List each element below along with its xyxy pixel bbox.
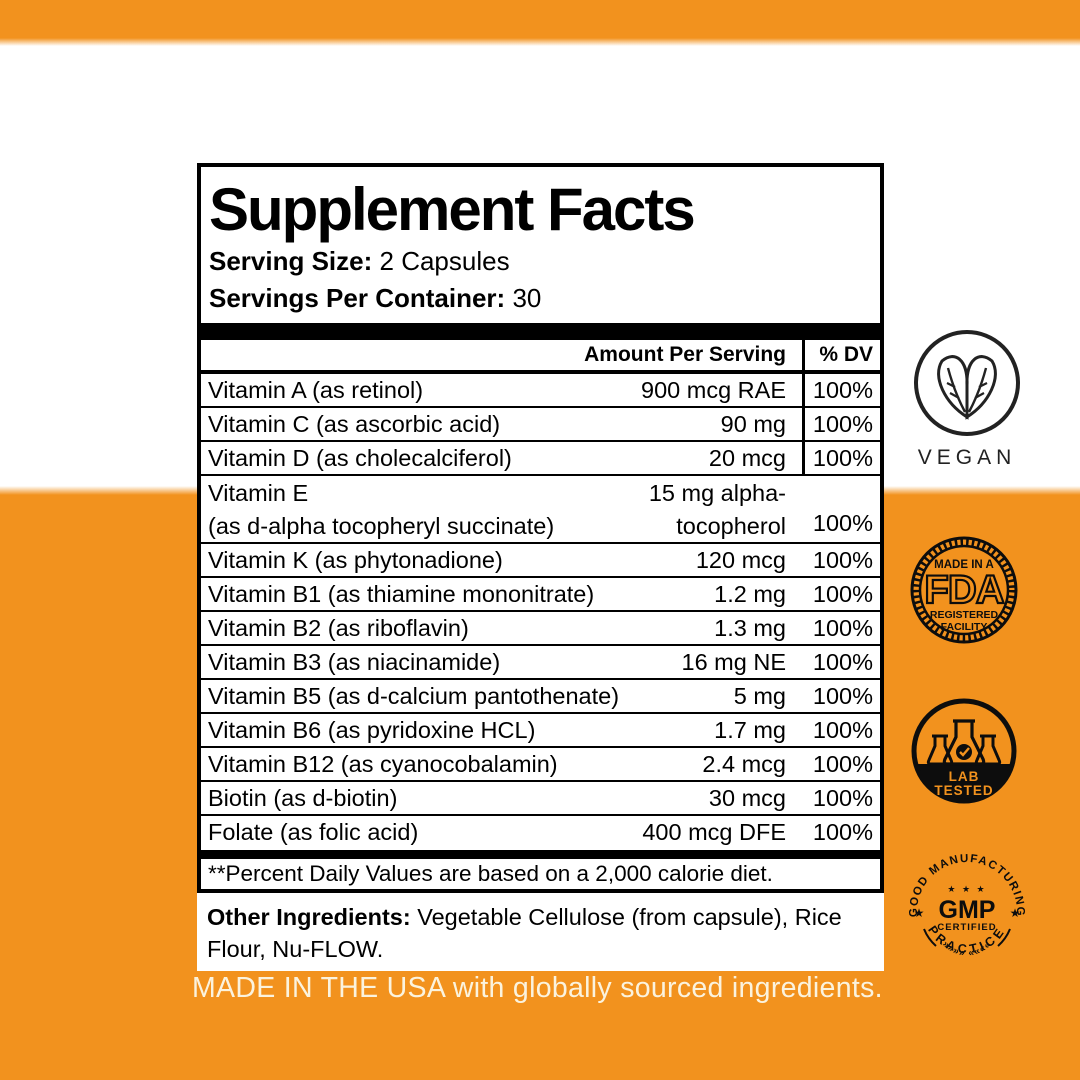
gmp-laurel-chevrons: »»»» ««««: [940, 939, 993, 959]
nutrient-name: Vitamin B6 (as pyridoxine HCL): [208, 717, 536, 743]
nutrient-amount: 900 mcg RAE: [641, 377, 786, 403]
nutrient-name: Vitamin K (as phytonadione): [208, 547, 503, 573]
gmp-stars-row: ★ ★ ★: [947, 884, 986, 894]
serving-size-line: Serving Size: 2 Capsules: [201, 243, 880, 280]
supplement-facts-panel: Supplement Facts Serving Size: 2 Capsule…: [197, 163, 884, 971]
table-row: Vitamin B12 (as cyanocobalamin) 2.4 mcg 1…: [201, 748, 880, 782]
nutrient-dv: 100%: [812, 581, 873, 607]
table-row: Folate (as folic acid) 400 mcg DFE 100%: [201, 816, 880, 850]
nutrient-amount: 1.3 mg: [714, 615, 786, 641]
servings-per-container-line: Servings Per Container: 30: [201, 280, 880, 317]
gmp-seal-icon: GOOD MANUFACTURING PRACTICE ★ ★ ★ ★ ★ GM…: [908, 853, 1025, 959]
nutrient-name: Vitamin B12 (as cyanocobalamin): [208, 751, 558, 777]
serving-size-label: Serving Size:: [209, 246, 373, 276]
nutrient-amount: 30 mcg: [708, 785, 786, 811]
tested-label: TESTED: [934, 783, 993, 798]
table-row: Vitamin B3 (as niacinamide) 16 mg NE 100%: [201, 646, 880, 680]
nutrient-name: Vitamin B2 (as riboflavin): [208, 615, 469, 641]
made-in-usa-caption: MADE IN THE USA with globally sourced in…: [192, 972, 883, 1004]
nutrient-name: Vitamin B1 (as thiamine mononitrate): [208, 581, 595, 607]
nutrient-name: Folate (as folic acid): [208, 819, 419, 845]
nutrient-name: Vitamin C (as ascorbic acid): [208, 411, 501, 437]
nutrient-name: Vitamin B5 (as d-calcium pantothenate): [208, 683, 620, 709]
other-ingredients-label: Other Ingredients:: [207, 904, 411, 930]
daily-value-footnote: **Percent Daily Values are based on a 2,…: [208, 861, 773, 886]
supplement-facts-table: Supplement Facts Serving Size: 2 Capsule…: [197, 163, 884, 893]
other-ingredients-text: Vegetable Cellulose (from capsule), Rice: [410, 904, 842, 930]
lab-flasks-icon: LAB TESTED: [911, 698, 1017, 804]
gmp-star-right: ★: [1010, 906, 1021, 920]
divider-bar-bottom: [201, 850, 880, 859]
table-row: Vitamin K (as phytonadione) 120 mcg 100%: [201, 544, 880, 578]
nutrient-name: Biotin (as d-biotin): [208, 785, 398, 811]
fda-facility: FACILITY: [941, 621, 988, 633]
gmp-star-left: ★: [914, 906, 925, 920]
table-row: Vitamin B1 (as thiamine mononitrate) 1.2 …: [201, 578, 880, 612]
nutrient-dv: 100%: [812, 649, 873, 675]
table-row: Biotin (as d-biotin) 30 mcg 100%: [201, 782, 880, 816]
table-row: Vitamin C (as ascorbic acid) 90 mg 100%: [201, 408, 880, 442]
nutrient-amount: 5 mg: [733, 683, 786, 709]
vegan-badge: VEGAN: [911, 327, 1023, 480]
nutrient-name: Vitamin D (as cholecalciferol): [208, 445, 512, 471]
column-header-amount: Amount Per Serving: [584, 343, 786, 366]
nutrient-dv: 100%: [812, 510, 873, 536]
top-accent-bar: [0, 0, 1080, 46]
gmp-certified-text: CERTIFIED: [937, 922, 996, 933]
nutrient-dv: 100%: [812, 717, 873, 743]
nutrient-dv: 100%: [812, 615, 873, 641]
divider-bar-top: [201, 323, 880, 340]
lab-label: LAB: [949, 769, 980, 784]
nutrient-dv: 100%: [812, 547, 873, 573]
table-row: Vitamin D (as cholecalciferol) 20 mcg 100…: [201, 442, 880, 476]
nutrient-amount: 120 mcg: [695, 547, 786, 573]
serving-size-value: 2 Capsules: [379, 246, 510, 276]
servings-value: 30: [512, 283, 542, 313]
nutrient-amount: 16 mg NE: [681, 649, 787, 675]
table-row: Vitamin B5 (as d-calcium pantothenate) 5 …: [201, 680, 880, 714]
table-header-row: Amount Per Serving % DV: [201, 340, 880, 374]
svg-text:»»»» ««««: »»»» ««««: [940, 939, 994, 959]
nutrient-dv: 100%: [812, 819, 873, 845]
fda-made-in-a: MADE IN A: [934, 559, 994, 571]
nutrient-dv: 100%: [802, 408, 880, 440]
nutrient-amount: 20 mcg: [708, 445, 786, 471]
table-row: Vitamin B6 (as pyridoxine HCL) 1.7 mg 100…: [201, 714, 880, 748]
nutrient-dv: 100%: [812, 751, 873, 777]
vegan-leaf-heart-icon: VEGAN: [914, 330, 1020, 469]
nutrient-name: Vitamin A (as retinol): [208, 377, 424, 403]
nutrient-amount: 15 mg alpha-tocopherol: [648, 480, 786, 539]
fda-logo-text: FDA: [924, 568, 1003, 612]
table-row: Vitamin A (as retinol) 900 mcg RAE 100%: [201, 374, 880, 408]
fda-registered: REGISTERED: [930, 609, 999, 621]
nutrient-dv: 100%: [802, 442, 880, 474]
nutrient-name: Vitamin E (as d-alpha tocopheryl succinat…: [208, 480, 555, 539]
nutrient-amount: 1.2 mg: [714, 581, 786, 607]
nutrient-amount: 1.7 mg: [714, 717, 786, 743]
nutrient-amount: 400 mcg DFE: [642, 819, 786, 845]
nutrient-amount: 2.4 mcg: [702, 751, 786, 777]
other-ingredients-text-2: Flour, Nu-FLOW.: [207, 936, 384, 962]
servings-label: Servings Per Container:: [209, 283, 506, 313]
other-ingredients: Other Ingredients: Vegetable Cellulose (…: [197, 893, 884, 965]
column-header-dv: % DV: [802, 340, 880, 370]
nutrient-dv: 100%: [812, 785, 873, 811]
vegan-label: VEGAN: [918, 446, 1017, 469]
panel-title: Supplement Facts: [209, 176, 696, 243]
fda-seal-icon: MADE IN A FDA REGISTERED FACILITY: [910, 536, 1018, 644]
lab-tested-badge: LAB TESTED: [908, 694, 1020, 813]
nutrient-dv: 100%: [812, 683, 873, 709]
fda-registered-badge: MADE IN A FDA REGISTERED FACILITY: [909, 535, 1019, 650]
nutrient-amount: 90 mg: [720, 411, 786, 437]
gmp-center-text: GMP: [939, 896, 996, 924]
nutrient-dv: 100%: [802, 374, 880, 406]
nutrient-name: Vitamin B3 (as niacinamide): [208, 649, 501, 675]
table-row-vitamin-e: Vitamin E (as d-alpha tocopheryl succinat…: [201, 476, 880, 544]
gmp-certified-badge: GOOD MANUFACTURING PRACTICE ★ ★ ★ ★ ★ GM…: [904, 849, 1030, 980]
table-row: Vitamin B2 (as riboflavin) 1.3 mg 100%: [201, 612, 880, 646]
